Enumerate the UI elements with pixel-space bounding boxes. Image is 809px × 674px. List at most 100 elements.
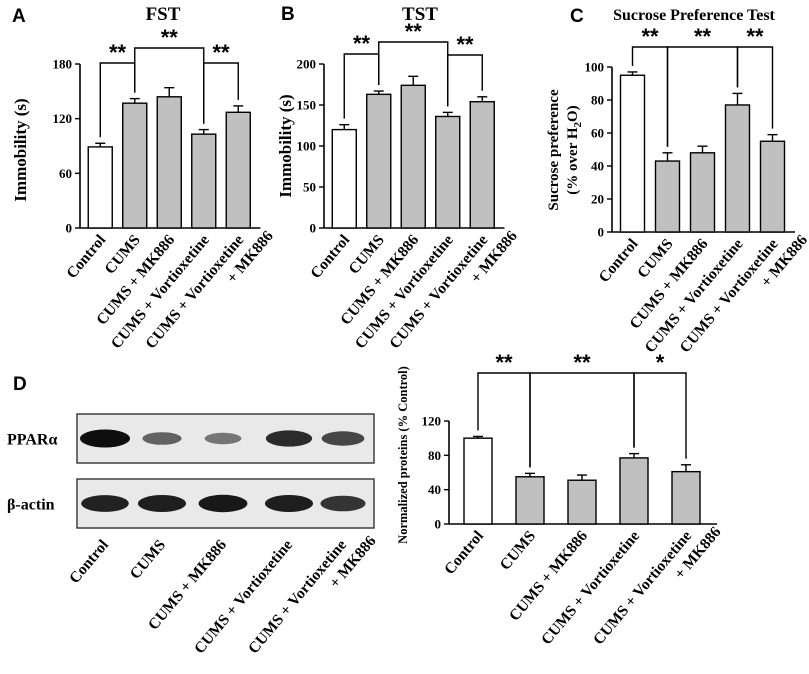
- y-tick-label: 60: [591, 126, 604, 141]
- x-tick-label-line: CUMS + Vortioxetine: [590, 528, 695, 649]
- panel-label: B: [281, 4, 295, 25]
- blot-band: [137, 494, 187, 513]
- bar: [689, 152, 716, 233]
- y-tick-label: 120: [422, 414, 442, 429]
- bar: [567, 479, 597, 525]
- panel-label: D: [13, 374, 27, 395]
- blot-lane-label-line: CUMS + Vortioxetine: [245, 537, 350, 658]
- bar: [400, 84, 426, 229]
- y-tick-label: 100: [297, 139, 317, 154]
- x-tick-label: Control: [307, 231, 353, 282]
- significance-bracket: [447, 54, 483, 107]
- blot-band: [142, 432, 182, 445]
- bar: [87, 146, 113, 229]
- x-tick-label: CUMS + Vortioxetine: [538, 528, 643, 649]
- significance-label: **: [641, 24, 659, 49]
- significance-label: **: [353, 31, 371, 56]
- y-axis-label-part: (% over H: [565, 127, 581, 195]
- x-tick-label: CUMS + Vortioxetine+ MK886: [590, 511, 725, 661]
- significance-label: *: [656, 350, 665, 375]
- y-axis-label: Sucrose preference: [546, 89, 562, 211]
- x-tick-label: Control: [441, 527, 487, 578]
- x-tick-label: CUMS: [497, 528, 539, 574]
- bar: [469, 101, 495, 229]
- bar: [515, 476, 545, 525]
- x-tick-label-line: CUMS: [497, 528, 539, 574]
- y-tick-label: 40: [591, 159, 604, 174]
- significance-bracket: [736, 46, 774, 129]
- significance-bracket: [529, 372, 635, 468]
- blot-row-label: PPARα: [7, 432, 57, 449]
- blot-band: [320, 495, 366, 512]
- blot-row-label: β-actin: [7, 497, 55, 514]
- blot-lane-label-line: Control: [66, 536, 112, 587]
- y-tick-label: 0: [435, 517, 442, 532]
- y-axis-label-subscript: 2: [572, 121, 584, 127]
- x-tick-label-line: Control: [596, 235, 642, 286]
- significance-label: **: [456, 32, 474, 57]
- bar: [759, 140, 786, 233]
- y-tick-label: 20: [591, 192, 604, 207]
- blot-band: [80, 429, 130, 448]
- blot-band: [81, 495, 129, 512]
- blot-lane-label: CUMS: [127, 537, 169, 583]
- significance-label: **: [405, 19, 423, 44]
- significance-label: **: [573, 350, 591, 375]
- bar: [671, 470, 701, 525]
- y-tick-label: 0: [310, 221, 317, 236]
- bar: [331, 128, 357, 229]
- y-tick-label: 40: [428, 482, 441, 497]
- blot-band: [321, 431, 365, 446]
- panel-c: C Sucrose Preference Test 0 20 40 60 80 100 Sucr…: [546, 6, 809, 356]
- x-tick-label: Control: [63, 231, 109, 282]
- significance-label: **: [109, 40, 127, 65]
- y-tick-label: 0: [66, 221, 73, 236]
- y-tick-label: 200: [297, 57, 317, 72]
- y-tick-label: 100: [585, 60, 605, 75]
- y-tick-label: 0: [598, 225, 605, 240]
- bar: [654, 160, 681, 233]
- y-axis-label-part: O): [565, 105, 581, 122]
- bar: [619, 74, 646, 233]
- blot-lane-label: CUMS + Vortioxetine+ MK886: [245, 520, 380, 670]
- y-tick-label: 150: [297, 98, 317, 113]
- bar: [191, 133, 217, 229]
- blot-band: [204, 432, 242, 445]
- y-tick-label: 50: [303, 180, 316, 195]
- chart-title: Sucrose Preference Test: [613, 7, 775, 24]
- x-tick-label-line: Control: [441, 527, 487, 578]
- y-tick-label: 80: [428, 448, 441, 463]
- significance-label: **: [694, 24, 712, 49]
- panel-label: A: [12, 6, 26, 27]
- bar: [463, 437, 493, 525]
- bar: [156, 96, 182, 229]
- blot-lane-label: Control: [66, 536, 112, 587]
- significance-label: **: [212, 40, 230, 65]
- significance-label: **: [495, 350, 513, 375]
- y-axis-label: Normalized proteins (% Control): [396, 366, 410, 544]
- x-tick-label-line: CUMS + Vortioxetine: [538, 528, 643, 649]
- bar: [435, 115, 461, 229]
- panel-label: C: [570, 6, 584, 27]
- bar: [619, 457, 649, 525]
- blot-band: [198, 494, 248, 513]
- y-axis-label: (% over H2O): [565, 105, 584, 194]
- y-axis-label: Immobility (s): [276, 94, 295, 197]
- chart-title: TST: [402, 4, 438, 25]
- bar: [122, 102, 148, 229]
- y-tick-label: 180: [53, 57, 73, 72]
- x-tick-label: Control: [596, 235, 642, 286]
- x-tick-label-line: Control: [63, 231, 109, 282]
- significance-label: **: [746, 24, 764, 49]
- bar: [724, 104, 751, 233]
- y-tick-label: 60: [59, 166, 72, 181]
- bar: [366, 93, 392, 229]
- blot-lane-label-line: CUMS: [127, 537, 169, 583]
- significance-label: **: [161, 25, 179, 50]
- chart-title: FST: [146, 4, 181, 25]
- significance-bracket: [203, 62, 239, 124]
